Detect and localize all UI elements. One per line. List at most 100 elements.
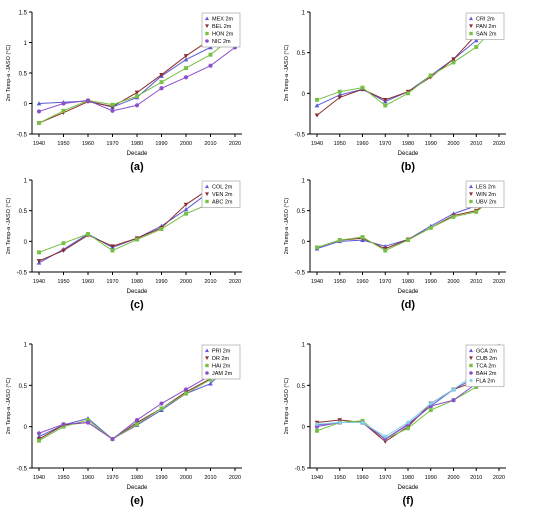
x-tick-label: 2010: [470, 279, 482, 285]
data-point: [383, 103, 388, 108]
y-tick-label: 1: [24, 41, 28, 47]
legend-entry: TCA 2m: [476, 364, 496, 370]
x-tick-label: 1950: [334, 279, 346, 285]
data-point: [315, 245, 319, 250]
x-tick-label: 1980: [402, 475, 414, 481]
series-line-3: [38, 34, 236, 124]
data-point: [36, 109, 42, 114]
legend-marker: [469, 363, 473, 368]
legend-entry: PRI 2m: [212, 349, 231, 355]
legend-marker: [205, 24, 209, 28]
data-point: [314, 103, 320, 108]
x-tick-label: 2010: [204, 141, 216, 147]
x-tick-label: 1970: [379, 279, 391, 285]
data-point: [474, 45, 479, 49]
y-tick-label: -0.5: [17, 133, 28, 139]
data-point: [110, 108, 115, 113]
x-tick-label: 2010: [470, 141, 482, 147]
x-tick-label: 2000: [180, 475, 192, 481]
legend-marker: [469, 348, 473, 353]
legend-entry: UBV 2m: [476, 200, 497, 206]
y-axis-label: 2m Temp-a -JASO (°C): [284, 198, 290, 255]
x-tick-label: 1950: [57, 279, 69, 285]
legend-entry: CRI 2m: [476, 17, 495, 23]
legend-entry: CUB 2m: [476, 356, 497, 362]
x-tick-label: 1990: [425, 475, 437, 481]
y-axis-label: 2m Temp-a -JASO (°C): [284, 45, 290, 102]
chart-panel-6: -0.5 0 0.5 1 1940 1950 1960 1970 1980 1990 2000 201…: [284, 343, 506, 507]
data-point: [383, 248, 388, 253]
legend-marker: [469, 378, 473, 383]
data-point: [159, 86, 164, 91]
data-point: [451, 60, 456, 65]
data-point: [451, 398, 456, 403]
y-axis-label: 2m Temp-a -JASO (°C): [6, 198, 12, 255]
x-tick-label: 1940: [311, 141, 323, 147]
panel-label: (a): [130, 161, 144, 173]
y-tick-label: 1: [302, 343, 306, 349]
x-tick-label: 2010: [204, 279, 216, 285]
data-point: [428, 408, 433, 413]
x-tick-label: 1940: [33, 141, 45, 147]
data-point: [360, 85, 365, 90]
legend-marker: [205, 363, 209, 368]
data-point: [36, 101, 42, 106]
legend-entry: SAN 2m: [476, 32, 497, 38]
data-point: [208, 381, 213, 386]
data-point: [110, 248, 115, 253]
legend-entry: COL 2m: [212, 185, 233, 191]
x-tick-label: 1960: [356, 279, 368, 285]
legend-marker: [469, 356, 473, 360]
data-point: [208, 377, 213, 382]
x-tick-label: 1960: [356, 475, 368, 481]
y-tick-label: -0.5: [17, 467, 28, 473]
x-tick-label: 2010: [204, 475, 216, 481]
data-point: [183, 207, 189, 212]
data-point: [314, 424, 320, 429]
data-point: [337, 238, 342, 243]
data-point: [183, 387, 189, 392]
chart-panel-1: -0.5 0 0.5 1 1.5 1940 1950 1960 1970 1980 1990 2000…: [6, 11, 242, 173]
x-tick-label: 1980: [131, 279, 143, 285]
legend-marker: [205, 31, 209, 36]
data-point: [85, 98, 91, 103]
legend-marker: [205, 16, 209, 21]
data-point: [208, 52, 213, 57]
x-tick-label: 1960: [356, 141, 368, 147]
y-tick-label: 1: [24, 343, 28, 349]
legend-entry: VEN 2m: [212, 192, 233, 198]
y-tick-label: 0: [302, 240, 306, 246]
x-tick-label: 1970: [106, 475, 118, 481]
x-tick-label: 2000: [447, 475, 459, 481]
legend-marker: [205, 184, 209, 189]
data-point: [184, 66, 188, 71]
data-point: [36, 259, 42, 264]
y-tick-label: 0.5: [297, 209, 306, 215]
data-point: [337, 420, 343, 425]
legend-entry: PAN 2m: [476, 24, 496, 30]
data-point: [85, 420, 91, 425]
data-point: [428, 225, 433, 230]
y-tick-label: 0.5: [19, 209, 28, 215]
data-point: [382, 98, 388, 103]
data-point: [382, 434, 388, 439]
x-tick-label: 1990: [425, 141, 437, 147]
x-axis-label: Decade: [127, 485, 148, 491]
panel-label: (e): [130, 495, 144, 507]
data-point: [184, 391, 188, 396]
data-point: [37, 250, 41, 255]
data-point: [314, 113, 320, 118]
data-point: [183, 202, 189, 207]
data-point: [405, 420, 411, 425]
y-tick-label: 1: [302, 179, 306, 185]
data-point: [159, 406, 164, 411]
y-axis-label: 2m Temp-a -JASO (°C): [284, 378, 290, 435]
x-tick-label: 2020: [229, 279, 241, 285]
data-point: [360, 420, 365, 425]
data-point: [406, 91, 410, 96]
